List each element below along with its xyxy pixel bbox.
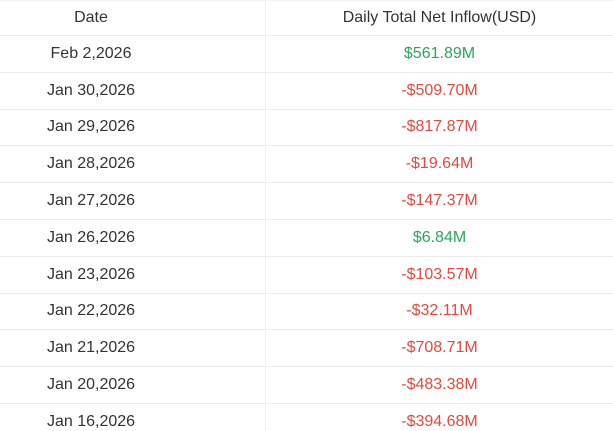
table-row: Jan 28,2026 -$19.64M <box>0 146 613 184</box>
table-body: Feb 2,2026 $561.89M Jan 30,2026 -$509.70… <box>0 36 613 431</box>
date-cell: Jan 21,2026 <box>0 330 266 367</box>
table-row: Jan 22,2026 -$32.11M <box>0 293 613 331</box>
date-cell: Jan 30,2026 <box>0 72 266 109</box>
date-cell: Feb 2,2026 <box>0 36 266 72</box>
table-row: Jan 29,2026 -$817.87M <box>0 109 613 147</box>
table-row: Jan 20,2026 -$483.38M <box>0 367 613 404</box>
value-cell: -$483.38M <box>401 376 478 394</box>
value-cell: -$19.64M <box>405 155 474 173</box>
date-cell: Jan 23,2026 <box>0 256 266 293</box>
column-header-date: Date <box>0 1 266 35</box>
table-row: Jan 21,2026 -$708.71M <box>0 330 613 368</box>
table-row: Jan 27,2026 -$147.37M <box>0 183 613 220</box>
value-cell: -$147.37M <box>401 192 478 210</box>
table-row: Jan 23,2026 -$103.57M <box>0 256 613 294</box>
date-cell: Jan 27,2026 <box>0 183 266 219</box>
date-cell: Jan 28,2026 <box>0 146 266 183</box>
value-cell: $561.89M <box>403 44 476 62</box>
date-cell: Jan 20,2026 <box>0 367 266 403</box>
value-cell: -$817.87M <box>401 118 478 136</box>
value-cell: -$32.11M <box>406 302 473 320</box>
value-cell: $6.84M <box>412 228 467 246</box>
date-cell: Jan 29,2026 <box>0 109 266 146</box>
table-row: Jan 30,2026 -$509.70M <box>0 72 613 110</box>
value-cell: -$103.57M <box>401 265 478 283</box>
table-row: Jan 26,2026 $6.84M <box>0 219 613 257</box>
value-cell: -$394.68M <box>401 412 478 430</box>
table-header-row: Date Daily Total Net Inflow(USD) <box>0 1 613 36</box>
date-cell: Jan 26,2026 <box>0 219 266 256</box>
date-cell: Jan 22,2026 <box>0 293 266 330</box>
table-row: Feb 2,2026 $561.89M <box>0 36 613 73</box>
value-cell: -$708.71M <box>401 339 478 357</box>
value-cell: -$509.70M <box>401 81 478 99</box>
date-cell: Jan 16,2026 <box>0 403 266 431</box>
column-header-daily-net-inflow: Daily Total Net Inflow(USD) <box>342 9 537 26</box>
table-row: Jan 16,2026 -$394.68M <box>0 403 613 431</box>
